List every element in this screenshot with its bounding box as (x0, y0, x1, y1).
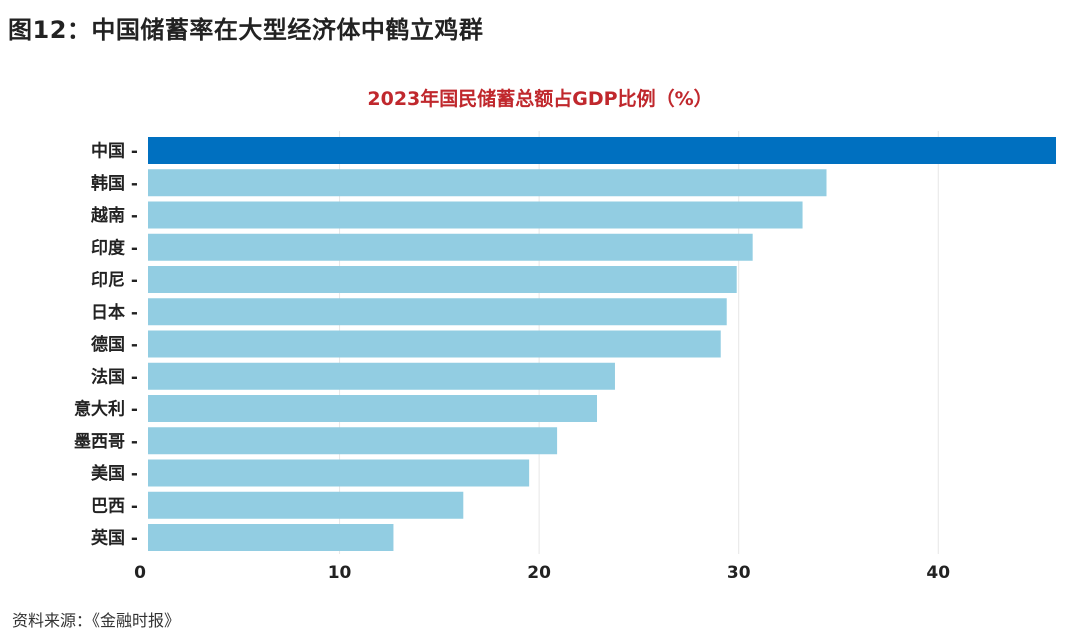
figure-title: 图12：中国储蓄率在大型经济体中鹤立鸡群 (8, 16, 484, 44)
x-tick-label: 0 (134, 563, 146, 583)
source-note: 资料来源：《金融时报》 (12, 611, 181, 630)
bar-13 (148, 524, 394, 551)
bar-10 (148, 427, 558, 455)
x-tick-label: 10 (328, 563, 352, 583)
x-tick-label: 30 (727, 563, 751, 583)
category-label: 韩国 - (91, 173, 138, 194)
category-label: 意大利 - (74, 399, 138, 420)
category-label: 美国 - (91, 463, 138, 484)
category-label: 印度 - (91, 237, 138, 258)
category-label: 英国 - (91, 528, 138, 549)
category-label: 墨西哥 - (74, 432, 138, 452)
bar-9 (148, 395, 598, 422)
bar-11 (148, 459, 530, 487)
bar-6 (148, 298, 727, 326)
category-label: 越南 - (90, 205, 138, 226)
category-labels: 中国 - 韩国 - 越南 - 印度 - 印尼 - 日本 - 德国 - 法国 - 意大利 - 墨西哥… (74, 141, 138, 549)
category-label: 德国 - (91, 334, 138, 355)
bar-chart: 中国 - 韩国 - 越南 - 印度 - 印尼 - 日本 - 德国 - 法国 - 意大利 - 墨西哥… (74, 131, 1057, 583)
chart-title: 2023年国民储蓄总额占GDP比例（%） (367, 88, 713, 110)
category-label: 法国 - (91, 366, 138, 387)
x-tick-label: 40 (926, 563, 950, 583)
bar-5 (148, 266, 737, 293)
category-label: 日本 - (91, 302, 138, 323)
category-label: 印尼 - (91, 271, 138, 291)
bar-7 (148, 330, 721, 358)
bar-12 (148, 491, 464, 519)
bar-1 (148, 137, 1057, 164)
category-label: 中国 - (91, 141, 138, 162)
x-axis-ticks: 0 10 20 30 40 (134, 563, 950, 583)
bar-4 (148, 233, 753, 261)
x-tick-label: 20 (527, 563, 551, 583)
bar-2 (148, 169, 827, 197)
bars (148, 137, 1057, 551)
bar-8 (148, 362, 615, 390)
category-label: 巴西 - (91, 496, 138, 516)
bar-3 (148, 201, 803, 229)
